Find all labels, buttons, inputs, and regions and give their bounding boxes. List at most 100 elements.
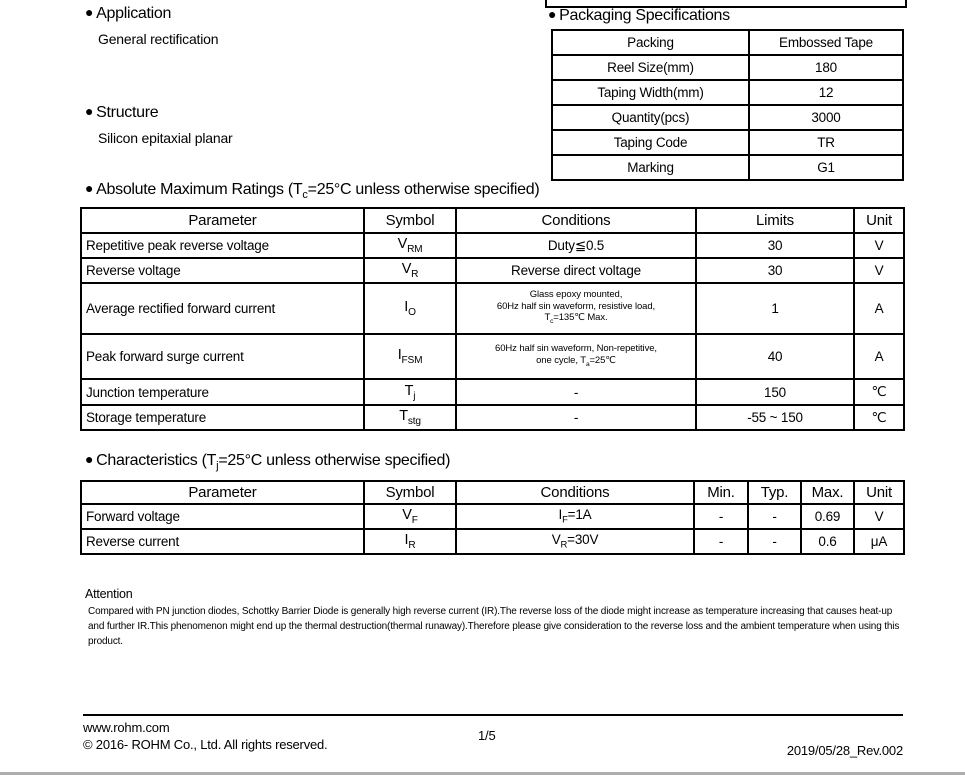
param-cell: Average rectified forward current [80,282,365,335]
bullet-icon: ● [85,180,94,196]
table-header-cell: Conditions [455,480,695,505]
limits-cell: 150 [695,378,855,406]
limits-cell: -55 ~ 150 [695,404,855,431]
packaging-table: Packing Embossed Tape Reel Size(mm) 180 Ta… [551,29,904,181]
table-row: Packing Embossed Tape [551,29,904,56]
attention-text: Compared with PN junction diodes, Schott… [88,606,900,647]
symbol-cell: Tstg [363,404,457,431]
unit-cell: ℃ [853,404,905,431]
table-header-cell: Conditions [455,207,697,234]
param-cell: Reverse current [80,528,365,555]
packaging-value-cell: Embossed Tape [748,29,904,56]
table-header-cell: Limits [695,207,855,234]
conditions-cell: Duty≦0.5 [455,232,697,259]
symbol-cell: VF [363,503,457,530]
table-row: Reverse voltage VR Reverse direct voltag… [80,257,905,284]
symbol-cell: VR [363,257,457,284]
conditions-cell: - [455,378,697,406]
table-header-cell: Typ. [747,480,802,505]
param-cell: Repetitive peak reverse voltage [80,232,365,259]
conditions-cell: Glass epoxy mounted, 60Hz half sin wavef… [455,282,697,335]
symbol-cell: VRM [363,232,457,259]
table-row: Storage temperature Tstg - -55 ~ 150 ℃ [80,404,905,431]
rohm-url: www.rohm.com [83,720,170,735]
cut-table-remnant [545,0,907,8]
unit-cell: ℃ [853,378,905,406]
footer-rule [83,714,903,716]
table-row: Peak forward surge current IFSM 60Hz hal… [80,333,905,380]
packaging-label-cell: Taping Width(mm) [551,79,750,106]
conditions-cell: VR=30V [455,528,695,555]
packaging-label-cell: Quantity(pcs) [551,104,750,131]
table-row: Quantity(pcs) 3000 [551,104,904,131]
limits-cell: 30 [695,257,855,284]
limits-cell: 1 [695,282,855,335]
param-cell: Reverse voltage [80,257,365,284]
absolute-maximum-ratings-table: Parameter Symbol Conditions Limits Unit … [80,207,905,431]
max-cell: 0.6 [800,528,855,555]
page-number: 1/5 [478,728,496,743]
table-row: Reel Size(mm) 180 [551,54,904,81]
packaging-value-cell: TR [748,129,904,156]
unit-cell: μA [853,528,905,555]
bullet-icon: ● [85,4,94,20]
conditions-cell: IF=1A [455,503,695,530]
packaging-value-cell: 180 [748,54,904,81]
application-section-title: ● Application [85,4,171,23]
unit-cell: V [853,503,905,530]
packaging-title-label: Packaging Specifications [559,7,730,24]
min-cell: - [693,528,749,555]
limits-cell: 40 [695,333,855,380]
packaging-label-cell: Packing [551,29,750,56]
copyright-text: © 2016- ROHM Co., Ltd. All rights reserv… [83,737,328,752]
table-row: Taping Width(mm) 12 [551,79,904,106]
unit-cell: V [853,232,905,259]
table-row: Taping Code TR [551,129,904,156]
conditions-cell: - [455,404,697,431]
unit-cell: A [853,282,905,335]
table-header-row: Parameter Symbol Conditions Min. Typ. Ma… [80,480,905,505]
characteristics-title-post: =25°C unless otherwise specified) [218,452,451,469]
amr-title-post: =25°C unless otherwise specified) [307,181,540,198]
table-header-cell: Unit [853,207,905,234]
limits-cell: 30 [695,232,855,259]
table-row: Average rectified forward current IO Gla… [80,282,905,335]
unit-cell: A [853,333,905,380]
param-cell: Junction temperature [80,378,365,406]
packaging-section-title: ● Packaging Specifications [548,6,730,25]
packaging-label-cell: Marking [551,154,750,181]
characteristics-table: Parameter Symbol Conditions Min. Typ. Ma… [80,480,905,555]
page-bottom-edge [0,772,965,775]
packaging-value-cell: 12 [748,79,904,106]
param-cell: Storage temperature [80,404,365,431]
symbol-cell: IFSM [363,333,457,380]
packaging-label-cell: Reel Size(mm) [551,54,750,81]
structure-section-title: ● Structure [85,103,159,122]
param-cell: Forward voltage [80,503,365,530]
table-row: Reverse current IR VR=30V - - 0.6 μA [80,528,905,555]
packaging-value-cell: 3000 [748,104,904,131]
symbol-cell: Tj [363,378,457,406]
table-header-cell: Unit [853,480,905,505]
table-header-cell: Max. [800,480,855,505]
table-header-cell: Min. [693,480,749,505]
amr-title-sub: c [302,189,308,202]
unit-cell: V [853,257,905,284]
structure-text: Silicon epitaxial planar [98,130,233,146]
attention-title: Attention [85,587,133,601]
typ-cell: - [747,503,802,530]
table-header-cell: Parameter [80,207,365,234]
symbol-cell: IR [363,528,457,555]
amr-section-title: ● Absolute Maximum Ratings (Tc=25°C unles… [85,180,540,202]
table-header-row: Parameter Symbol Conditions Limits Unit [80,207,905,234]
max-cell: 0.69 [800,503,855,530]
packaging-label-cell: Taping Code [551,129,750,156]
revision-date: 2019/05/28_Rev.002 [786,743,903,758]
application-text: General rectification [98,31,219,47]
bullet-icon: ● [85,451,94,467]
typ-cell: - [747,528,802,555]
table-header-cell: Symbol [363,207,457,234]
application-title-label: Application [96,5,172,22]
symbol-cell: IO [363,282,457,335]
